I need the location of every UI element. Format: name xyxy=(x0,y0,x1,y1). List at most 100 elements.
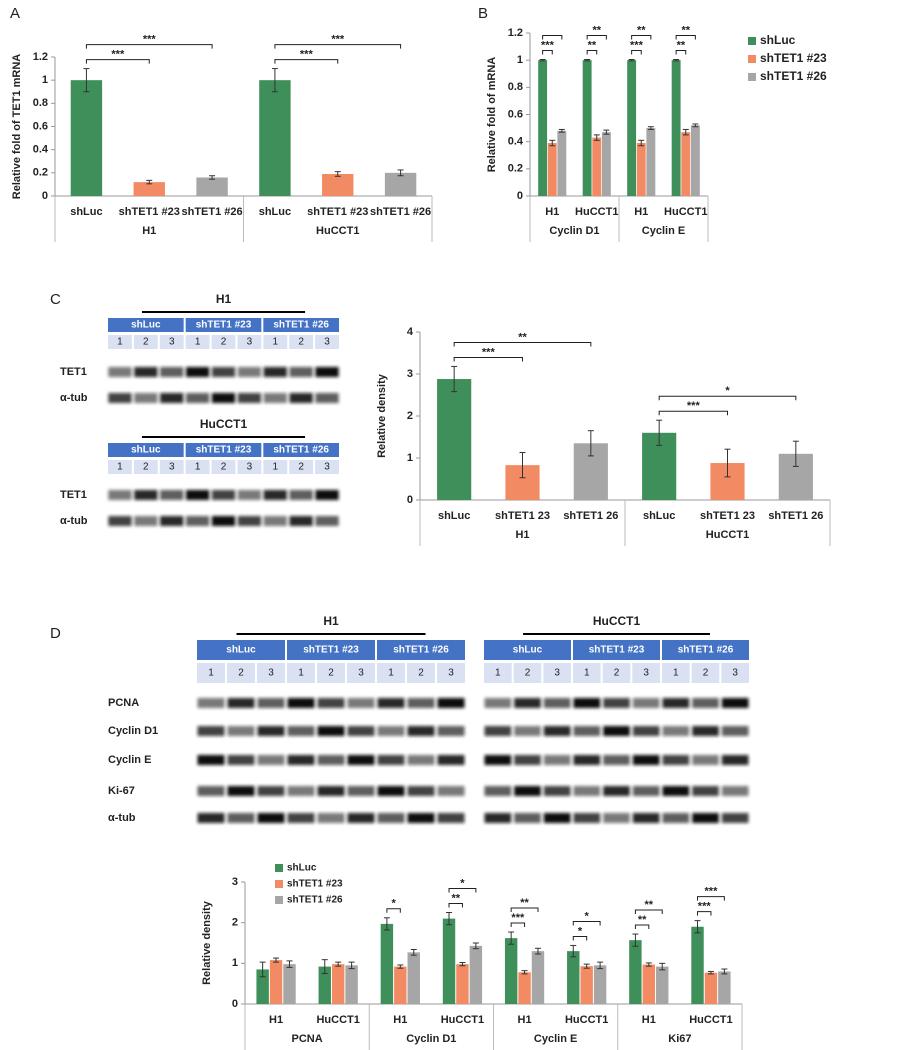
band xyxy=(603,698,630,708)
lane-box xyxy=(317,663,345,683)
bar xyxy=(538,60,548,196)
group-box xyxy=(287,640,375,660)
y-tick-label: 0.8 xyxy=(508,81,523,93)
row-label: α-tub xyxy=(60,392,88,404)
band xyxy=(197,813,225,823)
band xyxy=(632,726,660,736)
bar xyxy=(691,926,704,1004)
bar xyxy=(331,964,345,1004)
y-tick-label: 1 xyxy=(42,74,48,86)
lane-box xyxy=(159,460,184,474)
band xyxy=(197,726,225,736)
significance-label: ** xyxy=(645,899,654,911)
group-box xyxy=(185,443,262,457)
significance-label: *** xyxy=(630,39,644,51)
band xyxy=(185,490,210,500)
group-label: shTET1 #23 xyxy=(303,645,359,656)
y-axis-label: Relative density xyxy=(201,900,213,985)
significance-label: ** xyxy=(637,24,646,36)
y-tick-label: 3 xyxy=(407,368,413,380)
lane-box xyxy=(227,663,255,683)
band xyxy=(721,786,749,796)
group-label: shTET1 #26 xyxy=(678,645,734,656)
legend-swatch xyxy=(275,864,283,872)
band xyxy=(543,786,571,796)
band xyxy=(721,813,749,823)
lane-box xyxy=(263,460,288,474)
x-tick-label: HuCCT1 xyxy=(316,1014,359,1026)
significance-label: * xyxy=(460,877,465,889)
significance-label: *** xyxy=(331,33,345,45)
lane-box xyxy=(263,335,288,349)
significance-label: * xyxy=(578,925,583,937)
bar xyxy=(259,80,291,196)
band xyxy=(603,786,630,796)
group-box xyxy=(573,640,660,660)
significance-label: ** xyxy=(451,892,460,904)
bar xyxy=(718,971,731,1004)
lane-label: 1 xyxy=(272,337,278,348)
significance-bracket xyxy=(274,44,402,49)
group-label: Cyclin D1 xyxy=(406,1033,456,1045)
band xyxy=(407,813,435,823)
lane-label: 1 xyxy=(195,462,201,473)
y-tick-label: 0.2 xyxy=(33,167,48,179)
band xyxy=(603,813,630,823)
y-tick-label: 0 xyxy=(232,998,238,1010)
band xyxy=(237,516,262,526)
x-tick-label: HuCCT1 xyxy=(441,1014,484,1026)
band xyxy=(543,698,571,708)
band xyxy=(692,786,719,796)
x-tick-label: H1 xyxy=(518,1014,532,1026)
y-tick-label: 0.4 xyxy=(33,144,49,156)
row-label: Cyclin D1 xyxy=(108,725,158,737)
group-box xyxy=(377,640,465,660)
significance-bracket xyxy=(453,356,523,362)
band xyxy=(160,490,184,500)
band xyxy=(287,755,315,765)
bar xyxy=(681,132,691,196)
bar xyxy=(518,972,531,1004)
band xyxy=(134,367,158,377)
bar xyxy=(318,966,331,1004)
legend-swatch xyxy=(275,896,283,904)
significance-label: ** xyxy=(520,897,529,909)
lane-box xyxy=(133,335,158,349)
lane-box xyxy=(573,663,601,683)
band xyxy=(227,698,255,708)
y-tick-label: 0.6 xyxy=(508,108,523,120)
significance-label: * xyxy=(391,898,396,910)
group-label: shTET1 #23 xyxy=(196,320,252,331)
lane-box xyxy=(237,460,262,474)
band xyxy=(160,367,184,377)
group-label: shTET1 #26 xyxy=(273,445,329,456)
bar xyxy=(601,132,611,196)
x-tick-label: shTET1 23 xyxy=(495,510,550,522)
significance-label: * xyxy=(725,385,730,397)
group-label: H1 xyxy=(142,225,156,237)
x-tick-label: shTET1 #26 xyxy=(182,206,243,218)
bar xyxy=(70,80,103,196)
bar xyxy=(442,918,456,1004)
y-tick-label: 0 xyxy=(517,190,523,202)
band xyxy=(573,698,601,708)
group-label: shTET1 #23 xyxy=(196,445,252,456)
lane-label: 2 xyxy=(328,668,334,679)
lane-box xyxy=(185,335,210,349)
legend-swatch xyxy=(275,880,283,888)
lane-label: 2 xyxy=(221,337,227,348)
group-box xyxy=(197,640,285,660)
blot-title: H1 xyxy=(216,292,232,306)
band xyxy=(185,393,210,403)
bar xyxy=(322,173,354,196)
band xyxy=(237,393,262,403)
band xyxy=(377,813,405,823)
significance-label: *** xyxy=(511,912,525,924)
group-box xyxy=(484,640,571,660)
band xyxy=(484,786,512,796)
significance-bracket xyxy=(542,34,563,40)
group-label: shLuc xyxy=(131,445,161,456)
band xyxy=(237,490,262,500)
significance-label: ** xyxy=(592,24,601,36)
band xyxy=(721,726,749,736)
